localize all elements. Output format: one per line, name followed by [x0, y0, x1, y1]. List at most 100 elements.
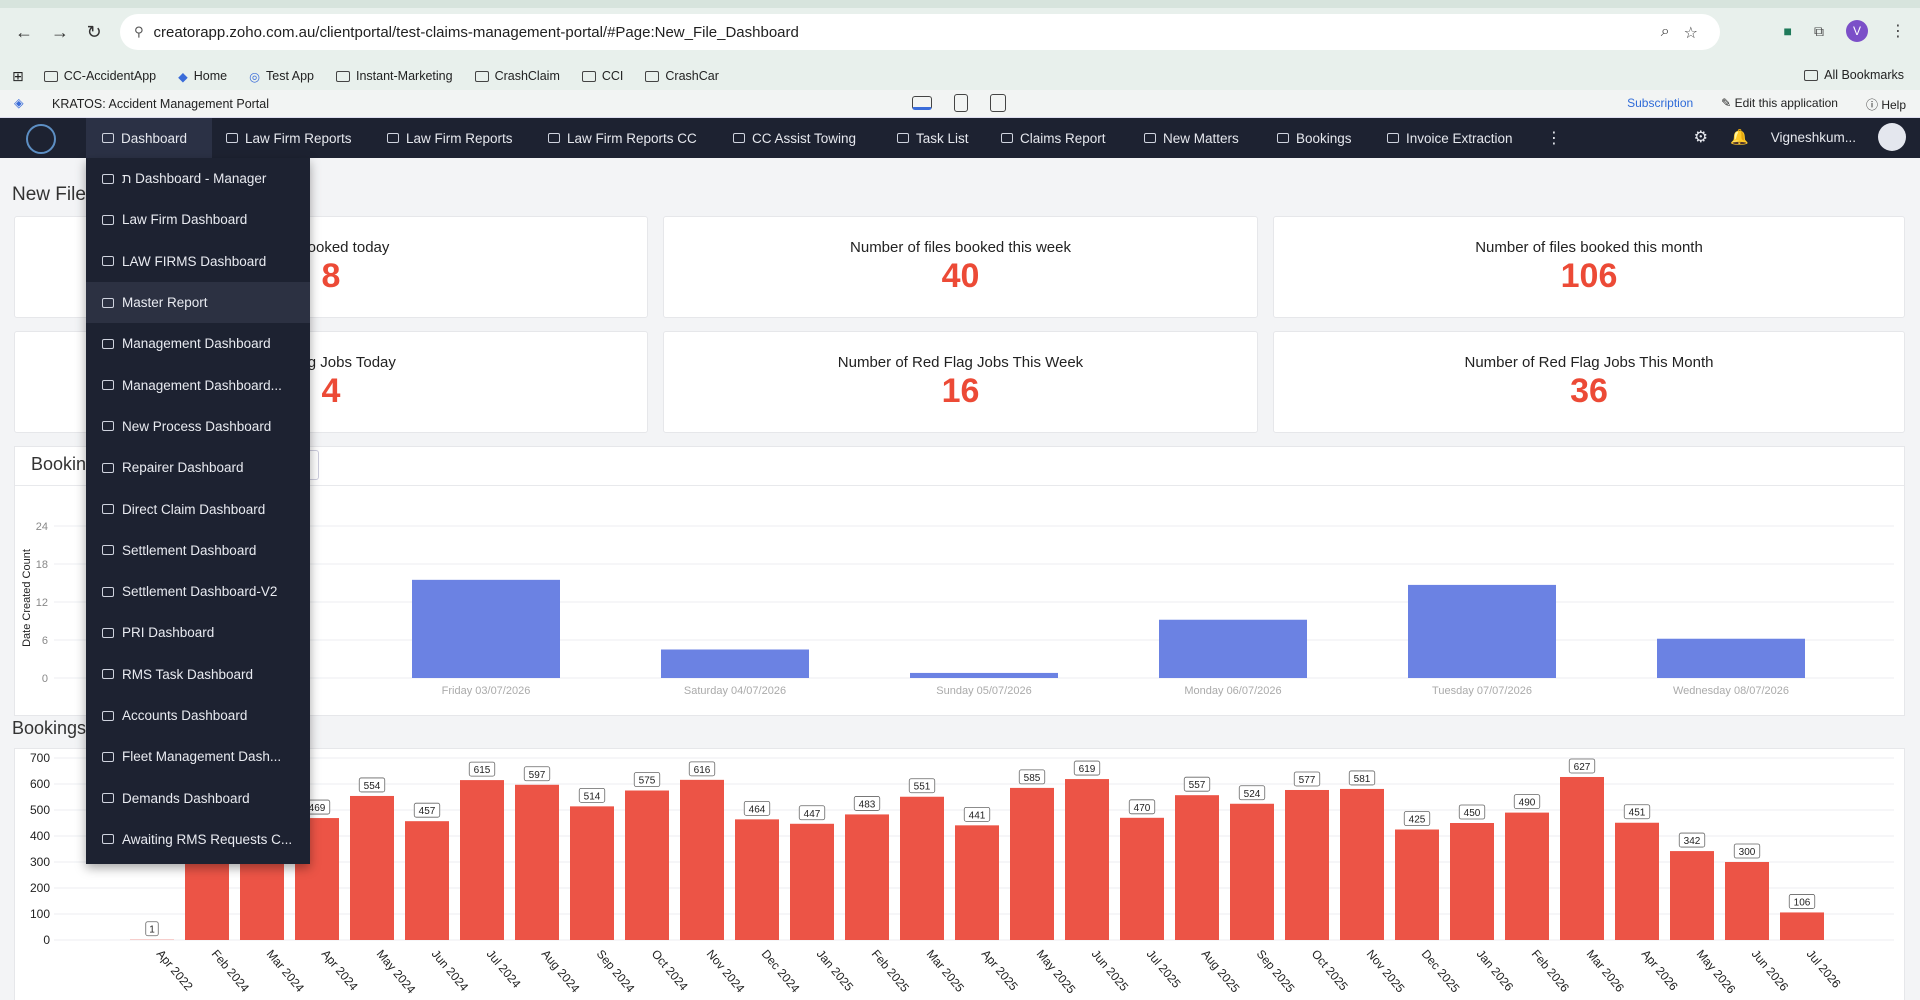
x-tick-label: Dec 2025 [1419, 947, 1463, 996]
menu-item-repairer-dashboard[interactable]: Repairer Dashboard [86, 447, 310, 488]
profile-avatar[interactable]: V [1846, 20, 1868, 42]
data-label-box [468, 761, 496, 777]
data-label: 441 [969, 810, 986, 821]
app-logo-icon[interactable] [26, 124, 56, 154]
nav-law-firm-reports-2[interactable]: Law Firm Reports [387, 118, 513, 158]
tablet-view-icon[interactable] [954, 94, 968, 112]
reload-icon[interactable]: ↻ [86, 21, 102, 42]
user-avatar[interactable] [1878, 123, 1906, 151]
menu-item-master-report[interactable]: Master Report [86, 281, 310, 324]
bar [1725, 862, 1769, 940]
app-title: KRATOS: Accident Management Portal [52, 96, 270, 111]
nav-dashboard[interactable]: Dashboard [86, 118, 212, 158]
bookmark-test-app[interactable]: ◎ Test App [249, 69, 314, 84]
bookmark-crashclaim[interactable]: CrashClaim [474, 69, 560, 83]
zoom-icon[interactable]: ⌕ [1660, 23, 1670, 40]
bar [1408, 584, 1556, 678]
clipboard-icon [897, 133, 909, 143]
edit-application-link[interactable]: ✎ Edit this application [1721, 96, 1838, 110]
menu-item-new-process-dashboard[interactable]: New Process Dashboard [86, 406, 310, 447]
site-info-icon[interactable]: ⚲ [134, 24, 144, 39]
nav-law-firm-reports[interactable]: Law Firm Reports [226, 118, 352, 158]
menu-item-awaiting-rms-requests[interactable]: Awaiting RMS Requests C... [86, 819, 310, 860]
menu-item-management-dashboard-2[interactable]: Management Dashboard... [86, 364, 310, 405]
bar [1657, 638, 1805, 678]
menu-item-dashboard-manager[interactable]: ת Dashboard - Manager [86, 158, 310, 199]
menu-item-fleet-management-dashboard[interactable]: Fleet Management Dash... [86, 736, 310, 777]
menu-item-label: New Process Dashboard [122, 418, 272, 434]
document-icon [102, 751, 114, 762]
back-icon[interactable]: ← [15, 21, 33, 42]
star-icon[interactable]: ☆ [1683, 25, 1698, 42]
help-link[interactable]: ⓘ Help [1865, 98, 1906, 112]
menu-item-settlement-dashboard-v2[interactable]: Settlement Dashboard-V2 [86, 571, 310, 612]
bar [845, 814, 889, 940]
notification-bell-icon[interactable]: 🔔 [1730, 129, 1749, 146]
x-tick-label: Jan 2025 [814, 947, 857, 994]
menu-item-demands-dashboard[interactable]: Demands Dashboard [86, 777, 310, 818]
forward-icon[interactable]: → [51, 21, 69, 42]
data-label: 551 [914, 782, 931, 793]
menu-item-label: Accounts Dashboard [122, 708, 248, 723]
x-tick-label: Tuesday 07/07/2026 [1432, 685, 1532, 697]
bookmark-label: Home [193, 69, 228, 83]
x-tick-label: Mar 2024 [264, 947, 308, 995]
settings-gear-icon[interactable]: ⚙ [1693, 129, 1708, 146]
nav-law-firm-reports-cc[interactable]: Law Firm Reports CC [548, 118, 697, 158]
menu-item-accounts-dashboard[interactable]: Accounts Dashboard [86, 695, 310, 736]
all-bookmarks[interactable]: All Bookmarks [1804, 68, 1904, 82]
nav-bookings[interactable]: Bookings [1277, 118, 1352, 158]
gauge-icon [102, 297, 114, 308]
menu-item-pri-dashboard[interactable]: PRI Dashboard [86, 612, 310, 653]
y-tick-label: 0 [43, 933, 50, 947]
menu-item-settlement-dashboard[interactable]: Settlement Dashboard [86, 530, 310, 571]
data-label: 524 [1244, 789, 1261, 800]
bar [955, 825, 999, 940]
divider [15, 485, 1904, 486]
extension-icon[interactable]: ■ [1783, 23, 1792, 39]
tag-icon [1387, 133, 1399, 143]
bar [680, 779, 724, 940]
card-value: 36 [1570, 372, 1608, 410]
menu-item-management-dashboard[interactable]: Management Dashboard [86, 323, 310, 364]
nav-cc-assist-towing[interactable]: CC Assist Towing [733, 118, 856, 158]
user-name[interactable]: Vigneshkum... [1770, 129, 1856, 145]
menu-item-law-firm-dashboard[interactable]: Law Firm Dashboard [86, 199, 310, 240]
bookmark-cc-accidentapp[interactable]: CC-AccidentApp [43, 69, 156, 83]
mobile-view-icon[interactable] [990, 94, 1006, 112]
card-label: Number of Red Flag Jobs This Week [837, 354, 1084, 371]
y-tick-label: 100 [30, 907, 50, 921]
bookmark-home[interactable]: ◆ Home [178, 69, 227, 84]
menu-item-label: Direct Claim Dashboard [122, 501, 266, 517]
data-label-box [578, 787, 606, 803]
nav-invoice-extraction[interactable]: Invoice Extraction [1387, 118, 1513, 158]
monitor-icon [387, 133, 399, 143]
data-label-box [1403, 811, 1431, 826]
menu-item-law-firms-dashboard[interactable]: LAW FIRMS Dashboard [86, 241, 310, 282]
menu-item-direct-claim-dashboard[interactable]: Direct Claim Dashboard [86, 488, 310, 529]
tab-strip [0, 0, 1920, 8]
subscription-link[interactable]: Subscription [1627, 96, 1694, 110]
bookmark-label: CrashClaim [494, 69, 560, 83]
bar [790, 823, 834, 940]
gauge-icon [102, 338, 114, 349]
x-tick-label: Feb 2026 [1529, 947, 1573, 995]
menu-dots-icon[interactable]: ⋮ [1890, 23, 1906, 40]
nav-more-icon[interactable]: ⋮ [1546, 130, 1562, 147]
nav-new-matters[interactable]: New Matters [1144, 118, 1239, 158]
menu-item-rms-task-dashboard[interactable]: RMS Task Dashboard [86, 654, 310, 695]
address-bar[interactable]: ⚲ creatorapp.zoho.com.au/clientportal/te… [120, 14, 1720, 50]
nav-task-list[interactable]: Task List [897, 118, 969, 158]
bookmark-instant-marketing[interactable]: Instant-Marketing [335, 69, 453, 83]
data-label: 342 [1684, 836, 1701, 847]
apps-grid-icon[interactable]: ⊞ [12, 67, 24, 84]
x-tick-label: Apr 2025 [979, 947, 1021, 994]
bookmark-crashcar[interactable]: CrashCar [645, 69, 719, 83]
bookmark-cci[interactable]: CCI [581, 69, 623, 83]
menu-item-label: RMS Task Dashboard [122, 666, 254, 682]
nav-claims-report[interactable]: Claims Report [1001, 118, 1106, 158]
data-label-box [1183, 776, 1211, 792]
report-icon [102, 173, 114, 184]
desktop-view-icon[interactable] [912, 96, 932, 110]
puzzle-icon[interactable]: ⧉ [1814, 22, 1824, 39]
